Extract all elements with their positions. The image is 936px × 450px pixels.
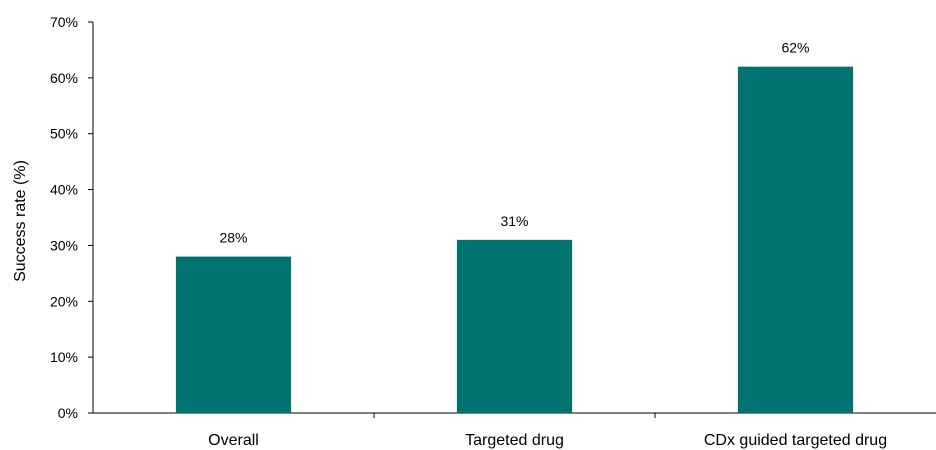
bar-value-label: 62% xyxy=(781,40,809,56)
y-axis-title: Success rate (%) xyxy=(12,160,29,282)
y-tick-label: 10% xyxy=(50,349,78,365)
y-tick-label: 50% xyxy=(50,126,78,142)
category-labels-group: Overall Targeted drug CDx guided targeted … xyxy=(208,432,887,449)
bar xyxy=(737,66,854,413)
data-labels-group: 28% 31% 62% xyxy=(219,40,809,246)
category-label: CDx guided targeted drug xyxy=(704,432,887,449)
bar-value-label: 28% xyxy=(219,230,247,246)
category-label: Targeted drug xyxy=(465,432,564,449)
bar xyxy=(456,239,573,413)
category-label: Overall xyxy=(208,432,259,449)
x-axis-ticks xyxy=(373,413,656,418)
y-tick-label: 0% xyxy=(58,405,78,421)
y-axis-ticks: 0% 10% 20% 30% 40% 50% 60% 70% xyxy=(50,14,93,421)
y-tick-label: 60% xyxy=(50,70,78,86)
y-tick-label: 70% xyxy=(50,14,78,30)
y-tick-label: 20% xyxy=(50,293,78,309)
bar-value-label: 31% xyxy=(500,213,528,229)
bar xyxy=(175,256,292,413)
y-tick-label: 30% xyxy=(50,237,78,253)
bars-group xyxy=(175,66,854,413)
y-tick-label: 40% xyxy=(50,182,78,198)
